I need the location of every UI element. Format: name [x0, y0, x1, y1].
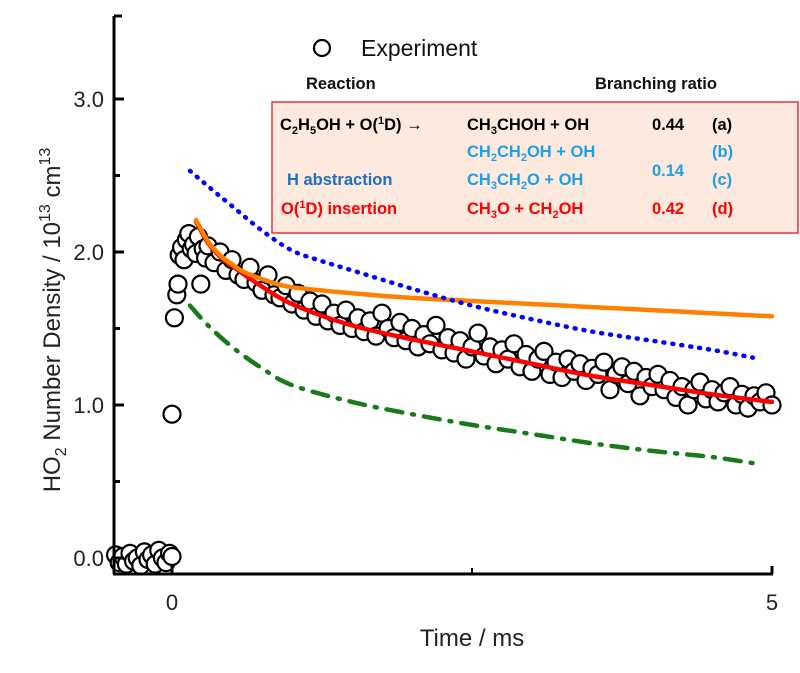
- tag-d: (d): [712, 200, 733, 218]
- legend: Experiment: [312, 35, 478, 61]
- experiment-point: [162, 546, 182, 567]
- x-axis-title: Time / ms: [420, 625, 524, 652]
- x-tick-label: 0: [166, 590, 178, 615]
- ratio-bc: 0.14: [652, 162, 685, 180]
- ratio-d: 0.42: [652, 200, 684, 218]
- x-tick-label: 5: [766, 590, 778, 615]
- legend-marker-experiment: [312, 38, 332, 58]
- axes: 0.0 1.0 2.0 3.0 0 5: [73, 14, 778, 615]
- experiment-point: [162, 404, 182, 424]
- experiment-point: [534, 341, 554, 361]
- reactant-equation: C2H5OH + O(1D) →: [280, 115, 423, 137]
- experiment-point: [168, 274, 188, 294]
- header-branching-ratio: Branching ratio: [595, 75, 717, 93]
- tag-a: (a): [712, 116, 732, 134]
- experiment-point: [504, 334, 524, 354]
- experiment-point: [594, 352, 614, 372]
- experiment-point: [426, 315, 446, 335]
- experiment-point: [164, 308, 184, 328]
- reaction-box-background: [271, 101, 799, 234]
- y-tick-label: 1.0: [73, 393, 104, 418]
- tag-c: (c): [712, 171, 732, 189]
- product-b: CH2CH2OH + OH: [467, 143, 595, 164]
- curve-ff8000: [193, 217, 775, 319]
- model-curves-layer: [187, 168, 775, 466]
- y-tick-label: 0.0: [73, 546, 104, 571]
- tag-b: (b): [712, 143, 733, 161]
- curve-0000ff: [187, 168, 756, 360]
- y-tick-label: 2.0: [73, 240, 104, 265]
- y-tick-label: 3.0: [73, 87, 104, 112]
- experiment-point: [468, 323, 488, 343]
- experiment-points: [105, 224, 782, 576]
- header-reaction: Reaction: [306, 75, 376, 93]
- product-a: CH3CHOH + OH: [467, 116, 589, 137]
- experiment-point: [191, 274, 211, 294]
- y-axis-title: HO2 Number Density / 1013 cm13: [37, 148, 70, 493]
- curve-1a7a1a: [187, 303, 756, 466]
- product-d: CH3O + CH2OH: [467, 200, 583, 221]
- legend-label-experiment: Experiment: [361, 35, 478, 61]
- ratio-a: 0.44: [652, 116, 685, 134]
- label-h-abstraction: H abstraction: [287, 171, 392, 189]
- reaction-box: C2H5OH + O(1D) → CH3CHOH + OH 0.44 (a) C…: [271, 101, 799, 234]
- product-c: CH3CH2O + OH: [467, 171, 583, 192]
- label-o1d-insertion: O(1D) insertion: [281, 199, 397, 218]
